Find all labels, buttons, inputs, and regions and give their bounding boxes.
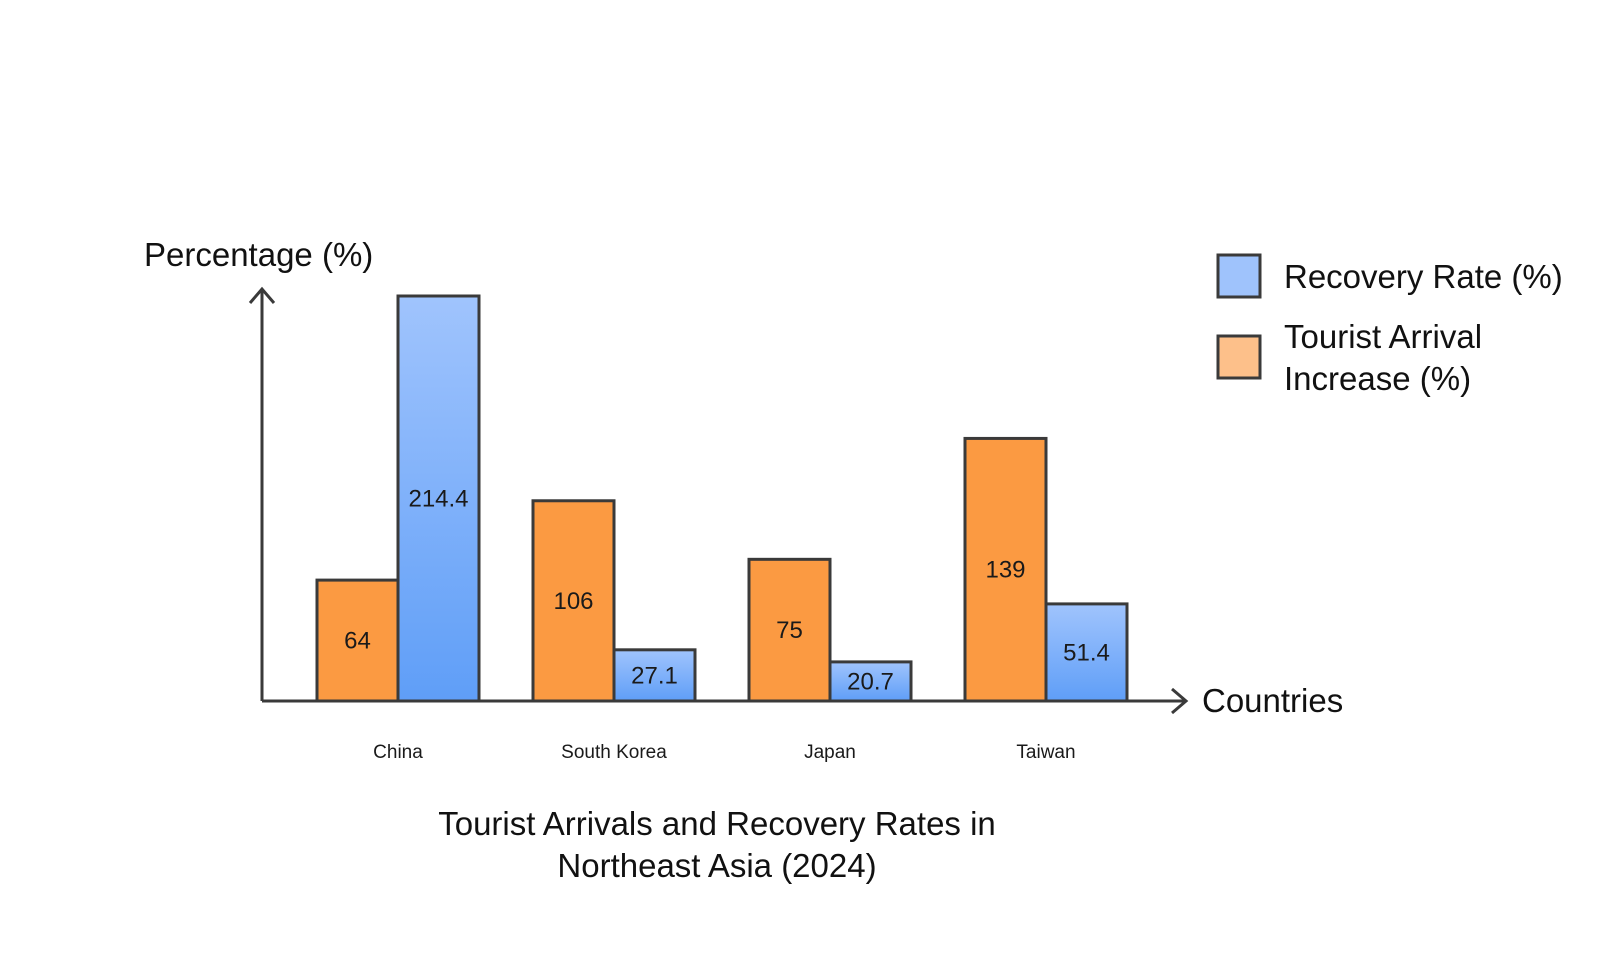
x-axis-arrow	[1171, 687, 1189, 715]
chart-title: Tourist Arrivals and Recovery Rates in No…	[438, 805, 996, 884]
legend: Recovery Rate (%) Tourist Arrival Increas…	[1216, 253, 1563, 397]
chart-title-line: Northeast Asia (2024)	[557, 847, 876, 884]
legend-label-recovery-rate: Recovery Rate (%)	[1284, 258, 1563, 295]
x-tick-labels: China South Korea Japan Taiwan	[373, 742, 1075, 763]
bars-layer	[315, 294, 1129, 703]
x-tick-label-south-korea: South Korea	[561, 742, 667, 763]
legend-swatch-recovery-rate	[1216, 253, 1262, 299]
value-label-arrival-japan: 75	[776, 617, 803, 644]
bar-recovery-japan	[828, 660, 913, 703]
value-labels-layer: 64 214.4 106 27.1 75 20.7 139 51.4	[344, 486, 1110, 696]
x-tick-label-japan: Japan	[804, 742, 856, 763]
value-label-recovery-japan: 20.7	[847, 668, 894, 695]
value-label-arrival-china: 64	[344, 628, 371, 655]
bar-recovery-south-korea	[612, 648, 697, 703]
chart-title-line: Tourist Arrivals and Recovery Rates in	[438, 805, 996, 842]
value-label-recovery-south-korea: 27.1	[631, 662, 678, 689]
value-label-recovery-taiwan: 51.4	[1063, 639, 1110, 666]
x-tick-label-taiwan: Taiwan	[1016, 742, 1075, 763]
legend-label-tourist-arrival-increase: Tourist Arrival Increase (%)	[1284, 318, 1482, 397]
bar-arrival-taiwan	[963, 436, 1048, 703]
x-axis-title: Countries	[1202, 682, 1343, 719]
x-tick-label-china: China	[373, 742, 423, 763]
legend-swatch-tourist-arrival-increase	[1216, 334, 1262, 380]
legend-label-line: Increase (%)	[1284, 360, 1471, 397]
bar-arrival-japan	[747, 557, 832, 703]
bar-recovery-china	[396, 294, 481, 703]
legend-label-line: Tourist Arrival	[1284, 318, 1482, 355]
bar-recovery-taiwan	[1044, 602, 1129, 703]
value-label-recovery-china: 214.4	[408, 486, 468, 513]
y-axis-title: Percentage (%)	[144, 236, 373, 273]
bar-arrival-china	[315, 578, 400, 703]
value-label-arrival-taiwan: 139	[985, 557, 1025, 584]
value-label-arrival-south-korea: 106	[553, 588, 593, 615]
bar-arrival-south-korea	[531, 499, 616, 703]
y-axis-arrow	[248, 286, 276, 304]
